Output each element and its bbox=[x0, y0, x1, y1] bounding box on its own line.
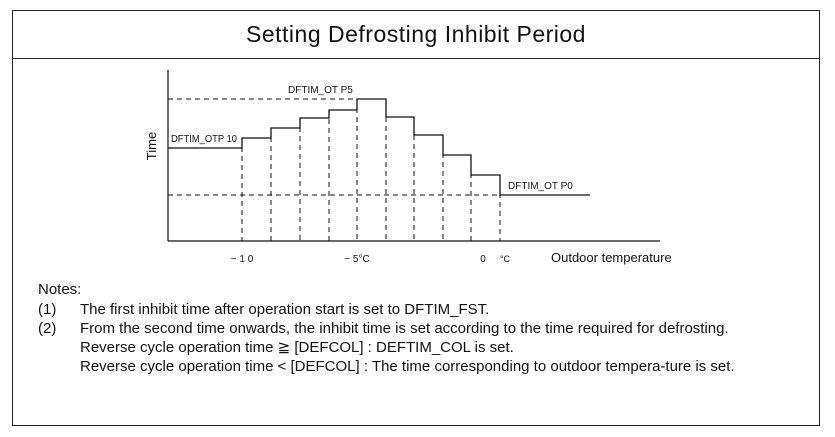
note-number: (1) bbox=[38, 301, 57, 318]
dashed-guides bbox=[168, 98, 501, 241]
label-ot-p0: DFTIM_OT P0 bbox=[508, 181, 573, 192]
tick-label-minus5: − 5°C bbox=[344, 254, 369, 265]
note-item: (1) The first inhibit time after operati… bbox=[38, 300, 798, 319]
y-axis-label: Time bbox=[144, 132, 159, 160]
notes-section: Notes: (1) The first inhibit time after … bbox=[38, 280, 798, 376]
tick-label-unit: °C bbox=[500, 254, 511, 264]
notes-header: Notes: bbox=[38, 281, 82, 298]
note-item: (2) From the second time onwards, the in… bbox=[38, 319, 798, 376]
note-text: Reverse cycle operation time < [DEFCOL] … bbox=[80, 358, 735, 375]
note-text: The first inhibit time after operation s… bbox=[80, 301, 490, 318]
note-text: From the second time onwards, the inhibi… bbox=[80, 320, 729, 337]
label-otp10: DFTIM_OTP 10 bbox=[171, 134, 237, 145]
diagram-frame: Setting Defrosting Inhibit Period bbox=[12, 10, 820, 426]
tick-label-minus10: − 1 0 bbox=[231, 254, 254, 265]
page-title: Setting Defrosting Inhibit Period bbox=[246, 21, 586, 47]
note-number: (2) bbox=[38, 320, 57, 337]
title-bar: Setting Defrosting Inhibit Period bbox=[13, 11, 819, 59]
label-ot-p5: DFTIM_OT P5 bbox=[288, 85, 353, 96]
x-axis-label: Outdoor temperature bbox=[551, 250, 672, 265]
tick-label-zero: 0 bbox=[480, 254, 486, 265]
inhibit-time-step-curve bbox=[168, 98, 590, 196]
note-text: Reverse cycle operation time ≧ [DEFCOL] … bbox=[80, 339, 514, 356]
